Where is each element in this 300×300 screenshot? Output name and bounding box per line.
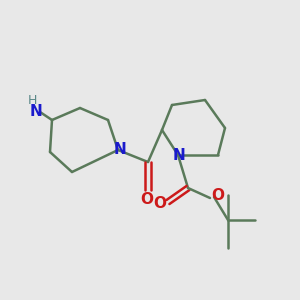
Text: N: N	[114, 142, 126, 157]
Text: O: O	[154, 196, 166, 211]
Text: N: N	[172, 148, 185, 163]
Text: H: H	[27, 94, 37, 106]
Text: O: O	[212, 188, 224, 203]
Text: N: N	[30, 104, 42, 119]
Text: O: O	[140, 191, 154, 206]
